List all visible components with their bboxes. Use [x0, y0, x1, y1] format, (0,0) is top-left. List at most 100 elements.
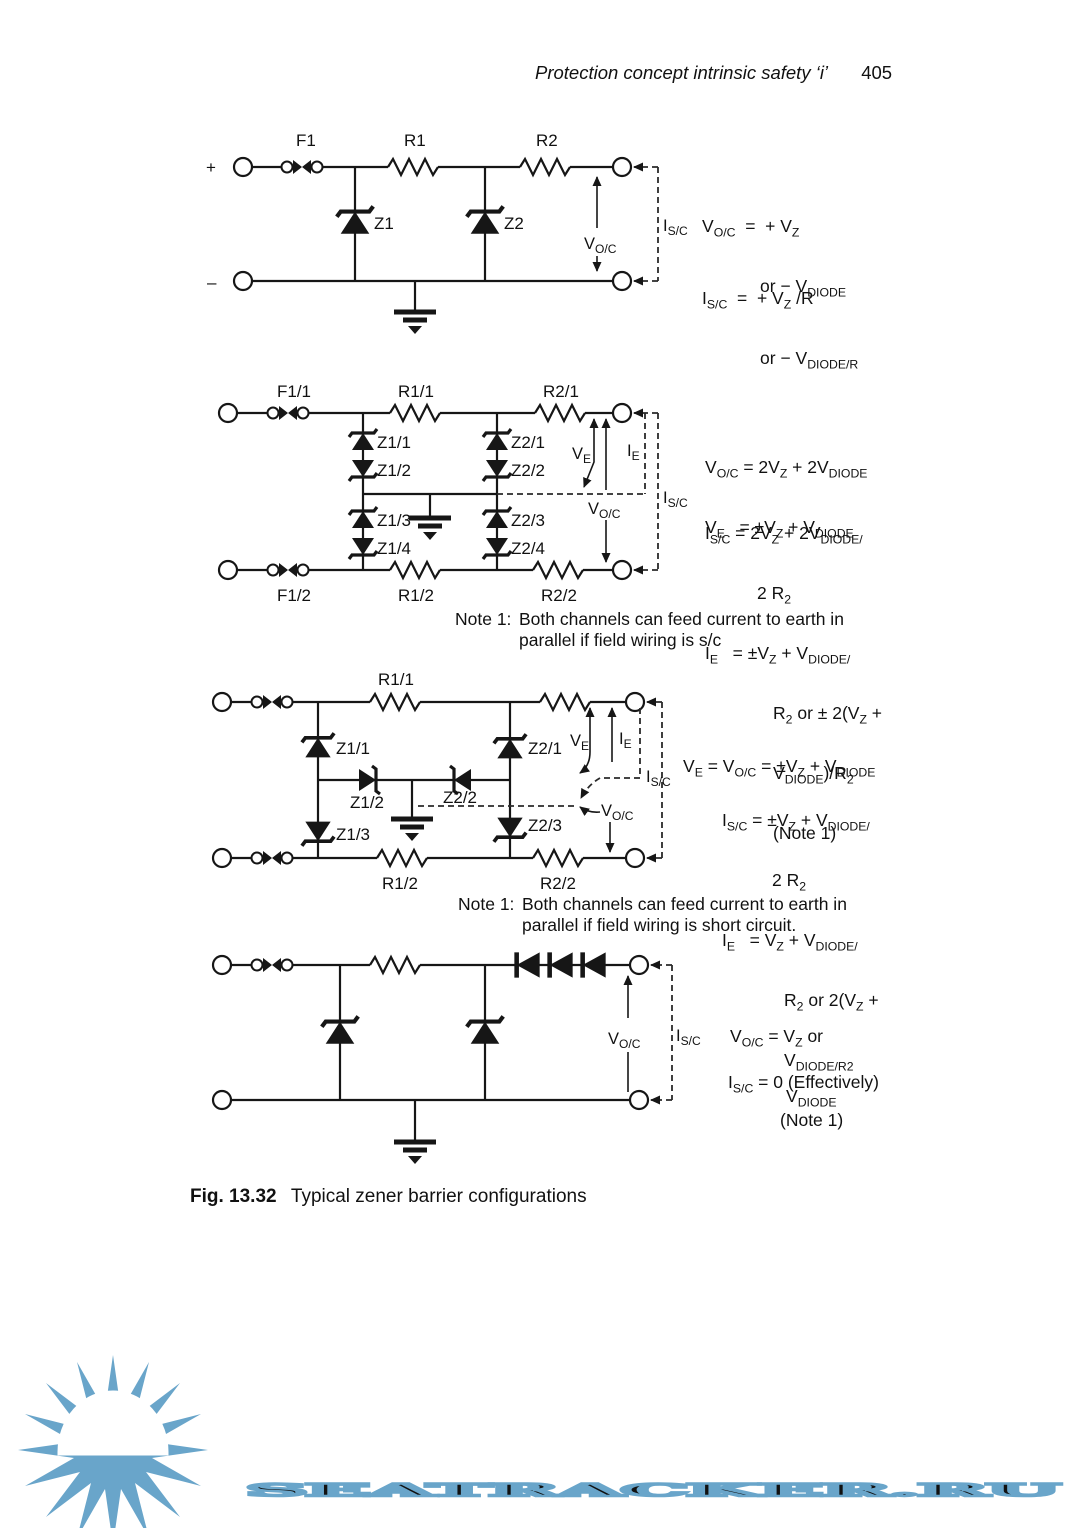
resistor-icon: [368, 955, 422, 975]
resistor-r21-icon: [533, 403, 587, 423]
label-z11: Z1/1: [336, 739, 370, 758]
zener-icon: [322, 1016, 358, 1043]
label-z22: Z2/2: [443, 788, 477, 807]
label-z13: Z1/3: [336, 825, 370, 844]
equation-line: VDIODE/R2: [784, 1050, 854, 1074]
circuit-2-dual-channel-barrier: F1/1 R1/1 R2/1 F1/2 R1/2 R2/2 Z1/1 Z1/2 …: [217, 382, 688, 605]
label-f11: F1/1: [277, 382, 311, 401]
input-terminal-top: [211, 954, 233, 976]
equation-line: R2 or ± 2(VZ +: [773, 703, 883, 727]
equation-line: or − VDIODE: [760, 276, 846, 300]
isc-label: IS/C: [676, 1027, 701, 1048]
zener-z23-icon: [481, 505, 513, 530]
zener-z11-icon: [300, 731, 336, 760]
zener-z13-icon: [347, 505, 379, 530]
equation-line: R2 or 2(VZ +: [784, 990, 879, 1014]
label-z23: Z2/3: [528, 816, 562, 835]
equation-line: VO/C = 2VZ + 2VDIODE: [705, 457, 868, 481]
zener-z24-icon: [481, 536, 513, 561]
label-r1: R1: [404, 131, 426, 150]
output-terminal-bottom: [628, 1089, 650, 1111]
label-r2: R2: [536, 131, 558, 150]
zener-z1-icon: [337, 206, 373, 233]
label-f1: F1: [296, 131, 316, 150]
circuit-1-single-channel-barrier: + – F1 R1 R2 Z1 Z2 VO/C IS/C: [206, 131, 688, 368]
label-z12: Z1/2: [350, 793, 384, 812]
equation-line: IS/C = 2VZ + 2VDIODE/: [705, 523, 863, 547]
equation-line: (Note 1): [773, 823, 837, 843]
ie-label: IE: [627, 442, 640, 463]
fuse-icon: [280, 159, 324, 175]
label-z14: Z1/4: [377, 539, 411, 558]
output-terminal-top: [628, 954, 650, 976]
circuit-4-series-diode-barrier: VO/C IS/C: [211, 930, 701, 1180]
equation-line: 2 R2: [757, 583, 792, 607]
figure-label: Fig. 13.32: [190, 1186, 277, 1207]
zener-z22-icon: [481, 458, 513, 483]
equation-line: IE = VZ + VDIODE/: [722, 930, 858, 954]
input-terminal-minus: [232, 270, 254, 292]
label-z22: Z2/2: [511, 461, 545, 480]
output-terminal-top: [611, 156, 633, 178]
earth-icon: [394, 312, 436, 334]
equations-circuit4-isc: IS/C = 0 (Effectively): [728, 1032, 879, 1132]
sun-dome: [57, 1390, 169, 1456]
resistor-r11-icon: [368, 692, 422, 712]
zener-icon: [467, 1016, 503, 1043]
label-z21: Z2/1: [511, 433, 545, 452]
page-number: 405: [861, 62, 893, 83]
equation-line: VDIODE)/R2: [773, 763, 854, 787]
isc-inner-dashed-path: [580, 777, 601, 799]
label-z24: Z2/4: [511, 539, 545, 558]
earth-icon: [394, 1142, 436, 1164]
series-diode-icon: [583, 952, 606, 977]
label-r12: R1/2: [382, 874, 418, 893]
label-z1: Z1: [374, 214, 394, 233]
resistor-r22-icon: [531, 560, 585, 580]
ve-label: VE: [570, 732, 589, 753]
resistor-r11-icon: [388, 403, 442, 423]
note-circuit3: Note 1: Both channels can feed current t…: [458, 894, 847, 936]
label-z23: Z2/3: [511, 511, 545, 530]
equations-circuit1-voc: VO/C = + VZ or − VDIODE: [702, 176, 846, 336]
equation-line: or − VDIODE/R: [760, 348, 859, 372]
resistor-r21-icon: [538, 692, 592, 712]
plus-label: +: [206, 158, 216, 177]
minus-label: –: [207, 273, 217, 292]
equation-line: IS/C = 0 (Effectively): [728, 1072, 879, 1096]
label-r12: R1/2: [398, 586, 434, 605]
equations-circuit1-isc: IS/C = + VZ /R or − VDIODE/R: [702, 248, 858, 408]
label-z12: Z1/2: [377, 461, 411, 480]
watermark-text: SEATRACKER.RU: [247, 1481, 1060, 1501]
input-terminal-bottom: [217, 559, 239, 581]
isc-label: IS/C: [663, 217, 688, 238]
output-terminal-bottom: [611, 559, 633, 581]
output-terminal-bottom: [624, 847, 646, 869]
equations-circuit3-currents: IS/C = ±VZ + VDIODE/ 2 R2 IE = VZ + VDIO…: [722, 770, 879, 1170]
fuse-icon: [250, 850, 294, 866]
output-terminal-bottom: [611, 270, 633, 292]
fuse-icon: [250, 694, 294, 710]
label-f12: F1/2: [277, 586, 311, 605]
ve-arrow: [583, 418, 599, 488]
voc-pointer: [579, 806, 601, 816]
zener-z23-icon: [492, 815, 528, 844]
input-terminal-bottom: [211, 847, 233, 869]
label-z2: Z2: [504, 214, 524, 233]
note-line: parallel if field wiring is s/c: [519, 630, 722, 650]
note-line: Both channels can feed current to earth …: [522, 894, 847, 914]
earth-icon: [409, 518, 451, 540]
zener-z21-icon: [492, 732, 528, 761]
note-circuit2: Note 1: Both channels can feed current t…: [455, 609, 844, 651]
series-diode-icon: [550, 952, 573, 977]
watermark: SEATRACKER.RU: [18, 1355, 1061, 1528]
equation-line: IE = ±VZ + VDIODE/: [705, 643, 851, 667]
label-z13: Z1/3: [377, 511, 411, 530]
ve-arrow: [579, 707, 595, 774]
ie-label: IE: [619, 730, 632, 751]
zener-z14-icon: [347, 536, 379, 561]
equation-line: IS/C = ±VZ + VDIODE/: [722, 810, 870, 834]
equation-line: VDIODE: [786, 1086, 837, 1110]
page-header: Protection concept intrinsic safety ‘i’ …: [535, 62, 892, 84]
